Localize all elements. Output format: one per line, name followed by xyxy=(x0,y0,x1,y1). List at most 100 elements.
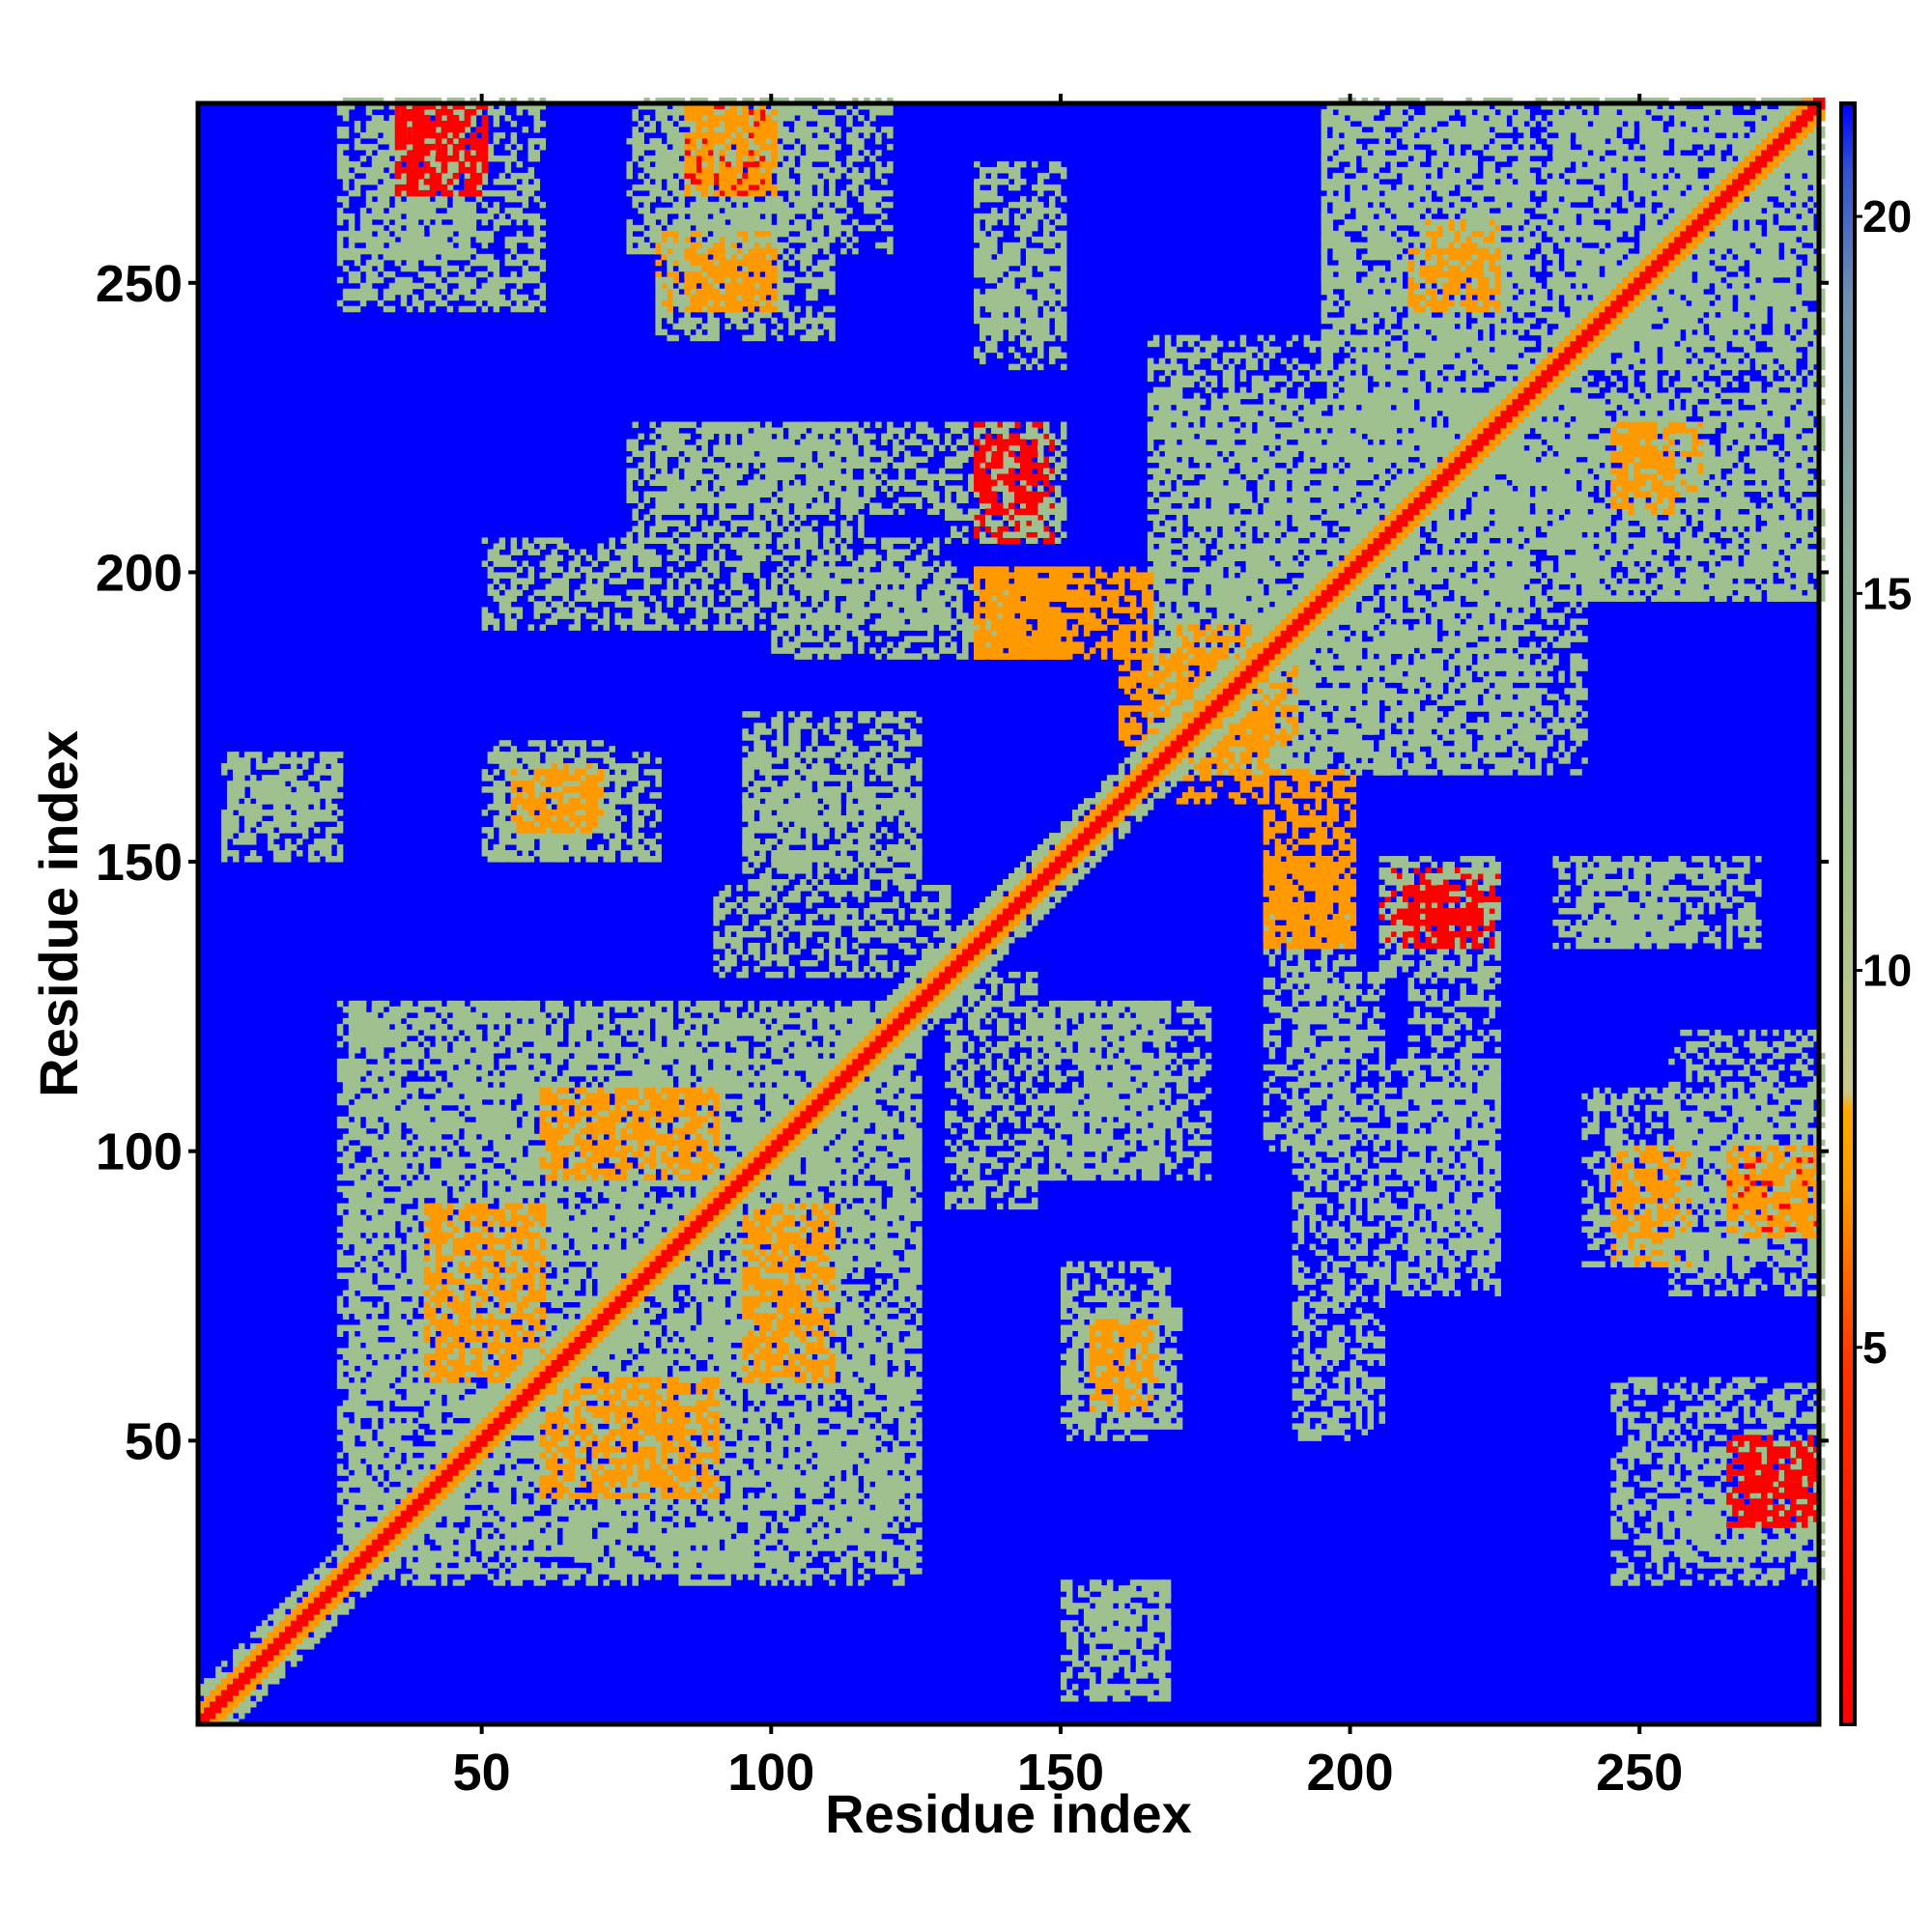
heatmap-cell xyxy=(383,195,390,203)
heatmap-cell xyxy=(794,641,801,648)
heatmap-cell xyxy=(1263,924,1270,932)
heatmap-cell xyxy=(1390,1122,1398,1129)
heatmap-cell xyxy=(1390,1208,1398,1216)
heatmap-cell xyxy=(1732,1110,1739,1118)
heatmap-cell xyxy=(1483,1261,1490,1268)
heatmap-cell xyxy=(365,230,373,238)
heatmap-cell xyxy=(1680,1446,1687,1453)
heatmap-cell xyxy=(1048,641,1056,648)
heatmap-cell xyxy=(1042,473,1050,481)
heatmap-cell xyxy=(1413,1093,1420,1100)
heatmap-cell xyxy=(1761,1040,1768,1048)
heatmap-cell xyxy=(1268,994,1276,1002)
heatmap-cell xyxy=(829,647,836,654)
heatmap-cell xyxy=(1720,1261,1727,1268)
heatmap-cell xyxy=(1321,965,1328,973)
heatmap-cell xyxy=(980,242,986,249)
heatmap-cell xyxy=(690,531,696,538)
heatmap-cell xyxy=(1819,1075,1826,1083)
heatmap-cell xyxy=(701,526,708,532)
heatmap-cell xyxy=(864,184,870,191)
heatmap-cell xyxy=(852,491,859,498)
heatmap-cell xyxy=(377,230,384,238)
heatmap-cell xyxy=(1419,1116,1426,1123)
heatmap-cell xyxy=(1344,1087,1351,1094)
heatmap-cell xyxy=(1390,1284,1398,1292)
heatmap-cell xyxy=(464,103,471,110)
heatmap-cell xyxy=(980,352,986,359)
heatmap-cell xyxy=(661,230,668,238)
heatmap-cell xyxy=(1384,1208,1392,1216)
heatmap-cell xyxy=(1761,1029,1768,1037)
heatmap-cell xyxy=(927,630,934,637)
heatmap-cell xyxy=(1483,924,1490,932)
heatmap-cell xyxy=(1715,1075,1721,1083)
heatmap-cell xyxy=(811,636,818,642)
heatmap-cell xyxy=(1003,265,1009,272)
heatmap-cell xyxy=(678,456,685,464)
heatmap-cell xyxy=(690,213,696,220)
heatmap-cell xyxy=(1402,936,1409,944)
heatmap-cell xyxy=(1042,526,1050,532)
heatmap-cell xyxy=(1697,1116,1704,1123)
heatmap-cell xyxy=(1013,201,1021,209)
heatmap-cell xyxy=(1819,1069,1826,1077)
heatmap-cell xyxy=(638,224,644,232)
heatmap-cell xyxy=(1402,1139,1409,1147)
heatmap-cell xyxy=(835,572,841,579)
heatmap-cell xyxy=(696,537,702,544)
heatmap-cell xyxy=(765,207,772,214)
heatmap-cell xyxy=(1715,1122,1721,1129)
heatmap-cell xyxy=(632,114,639,122)
heatmap-cell xyxy=(1326,891,1334,897)
heatmap-cell xyxy=(1813,1545,1820,1551)
heatmap-cell xyxy=(707,288,714,296)
heatmap-cell xyxy=(753,526,760,532)
heatmap-cell xyxy=(794,485,801,493)
heatmap-cell xyxy=(649,126,656,133)
heatmap-cell xyxy=(1489,1266,1495,1274)
heatmap-cell xyxy=(1263,1000,1270,1008)
heatmap-cell xyxy=(1680,1156,1687,1164)
heatmap-cell xyxy=(1338,1040,1346,1048)
heatmap-cell xyxy=(638,520,644,526)
heatmap-cell xyxy=(1784,1226,1791,1234)
heatmap-cell xyxy=(1755,1545,1762,1551)
heatmap-cell xyxy=(383,160,390,168)
heatmap-cell xyxy=(684,497,691,504)
heatmap-cell xyxy=(1691,1539,1698,1546)
heatmap-cell xyxy=(1674,1098,1681,1106)
heatmap-cell xyxy=(956,653,963,660)
heatmap-cell xyxy=(1048,537,1056,544)
heatmap-cell xyxy=(1274,1069,1282,1077)
heatmap-cell xyxy=(1483,1197,1490,1205)
heatmap-cell xyxy=(672,242,679,249)
heatmap-cell xyxy=(875,636,882,642)
heatmap-cell xyxy=(800,630,807,637)
heatmap-cell xyxy=(1784,1255,1791,1263)
heatmap-cell xyxy=(806,531,812,538)
heatmap-cell xyxy=(1477,1266,1484,1274)
heatmap-cell xyxy=(1807,1162,1814,1170)
heatmap-cell xyxy=(1460,1064,1466,1071)
heatmap-cell xyxy=(1790,1035,1797,1042)
heatmap-cell xyxy=(1819,1052,1826,1060)
heatmap-cell xyxy=(1668,1527,1675,1534)
heatmap-cell xyxy=(632,473,639,481)
heatmap-cell xyxy=(1344,856,1351,863)
heatmap-cell xyxy=(1009,537,1015,544)
heatmap-cell xyxy=(985,288,992,296)
heatmap-cell xyxy=(1802,1040,1808,1048)
heatmap-cell xyxy=(1686,1110,1692,1118)
heatmap-cell xyxy=(985,433,992,440)
heatmap-cell xyxy=(858,155,865,162)
heatmap-cell xyxy=(1628,1220,1634,1228)
heatmap-cell xyxy=(974,526,980,532)
heatmap-cell xyxy=(696,427,702,435)
heatmap-cell xyxy=(667,126,673,133)
heatmap-cell xyxy=(655,178,662,185)
heatmap-cell xyxy=(1031,340,1038,348)
heatmap-cell xyxy=(1448,1237,1455,1245)
heatmap-cell xyxy=(1436,902,1443,909)
heatmap-cell xyxy=(1749,1087,1756,1094)
